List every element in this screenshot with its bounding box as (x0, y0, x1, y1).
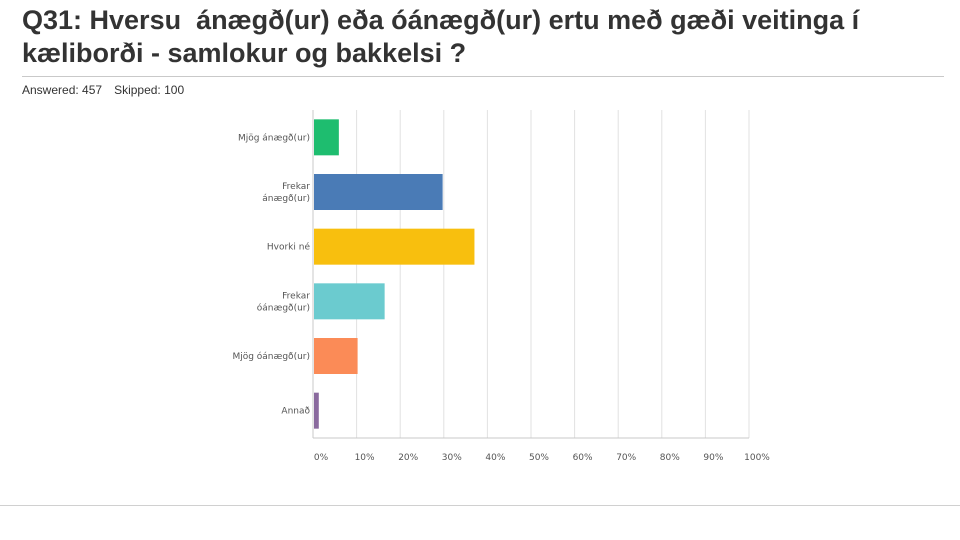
question-title: Q31: Hversu ánægð(ur) eða óánægð(ur) ert… (22, 5, 867, 68)
bar (314, 119, 339, 156)
x-tick-label: 30% (442, 453, 462, 463)
x-tick-label: 80% (660, 453, 680, 463)
bottom-divider (0, 505, 960, 506)
category-label: Frekar (282, 182, 310, 192)
x-tick-label: 40% (485, 453, 505, 463)
x-tick-label: 50% (529, 453, 549, 463)
answered-count: Answered: 457 (22, 83, 103, 97)
x-tick-label: 60% (573, 453, 593, 463)
bar (314, 392, 319, 429)
bar (314, 174, 443, 210)
category-label: Mjög óánægð(ur) (232, 351, 310, 362)
category-label: Annað (281, 407, 310, 417)
response-stats: Answered: 457 Skipped: 100 (22, 83, 184, 97)
category-label: óánægð(ur) (257, 302, 310, 313)
category-label: Hvorki né (267, 242, 311, 253)
x-tick-label: 0% (314, 453, 329, 463)
category-label: ánægð(ur) (262, 194, 310, 204)
bar (314, 338, 358, 374)
x-tick-label: 10% (355, 453, 375, 463)
category-label: Frekar (282, 291, 310, 301)
category-label: Mjög ánægð(ur) (238, 133, 310, 143)
x-tick-label: 100% (744, 453, 770, 463)
x-tick-label: 90% (703, 453, 723, 463)
bar (314, 228, 475, 265)
bar (314, 283, 385, 320)
title-divider (22, 76, 944, 77)
skipped-count: Skipped: 100 (114, 83, 185, 97)
x-tick-label: 70% (616, 453, 636, 463)
x-tick-label: 20% (398, 453, 418, 463)
